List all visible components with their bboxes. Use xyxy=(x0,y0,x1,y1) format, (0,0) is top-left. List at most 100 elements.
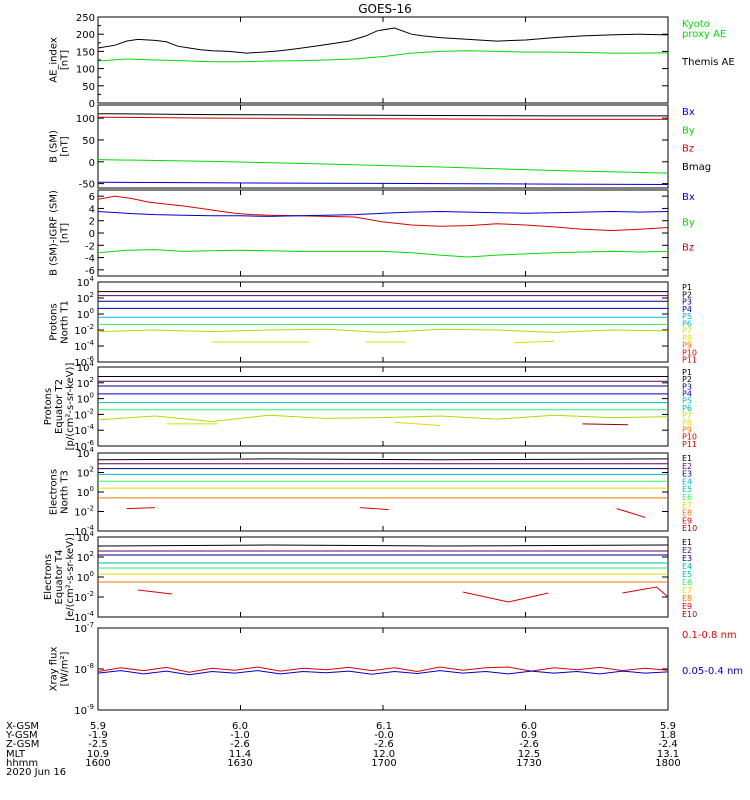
legend-entry: 0.05-0.4 nm xyxy=(682,666,743,677)
legend-entry: P3 xyxy=(682,382,692,391)
series-e9a xyxy=(126,507,156,510)
series-0-1-0-8-nm xyxy=(97,666,669,673)
y-tick-label: 50 xyxy=(82,136,95,147)
y-axis-label: B (SM) xyxy=(49,130,60,163)
y-axis-label: [p/(cm²-s-sr-keV)] xyxy=(65,363,76,451)
plot-title: GOES-16 xyxy=(358,2,412,16)
y-tick-label: 150 xyxy=(76,47,95,58)
y-axis-label: Equator T4 xyxy=(54,550,65,605)
y-tick-label: 10-2 xyxy=(74,505,94,519)
x-axis-value: -2.5 xyxy=(88,739,108,750)
y-axis-label: [nT] xyxy=(60,223,71,243)
legend-entry: Kyoto xyxy=(682,19,710,30)
y-axis-label: Equator T2 xyxy=(54,379,65,434)
legend-entry: P11 xyxy=(682,440,697,449)
legend-entry: P6 xyxy=(682,404,692,413)
legend-entry: By xyxy=(682,125,695,136)
y-tick-label: 104 xyxy=(77,530,95,544)
series-e1 xyxy=(97,544,669,547)
y-axis-label: [W/m²] xyxy=(60,651,71,686)
panel-frame xyxy=(97,189,669,277)
y-axis-label: North T3 xyxy=(60,470,71,514)
legend-entry: E6 xyxy=(682,578,692,587)
legend-entry: P5 xyxy=(682,312,692,321)
x-axis-value: 1700 xyxy=(371,758,396,769)
y-tick-label: 104 xyxy=(77,446,95,460)
series-e9b xyxy=(360,507,389,511)
legend-entry: E3 xyxy=(682,554,692,563)
x-axis-value: 5.9 xyxy=(660,721,676,732)
x-axis-value: -1.9 xyxy=(88,730,108,741)
y-tick-label: 102 xyxy=(77,550,94,564)
legend-entry: P2 xyxy=(682,375,692,384)
panel-frame xyxy=(97,452,669,532)
series-by xyxy=(97,159,669,174)
legend-entry: E3 xyxy=(682,470,692,479)
legend-entry: E1 xyxy=(682,538,692,547)
x-axis-row-label: MLT xyxy=(6,749,26,760)
legend-entry: Bz xyxy=(682,144,694,155)
legend-entry: P1 xyxy=(682,283,692,292)
series-by xyxy=(97,249,669,258)
legend-entry: P7 xyxy=(682,411,692,420)
y-axis-label: Protons xyxy=(49,303,60,340)
y-tick-label: 10-4 xyxy=(74,339,94,353)
y-axis-label: Xray flux xyxy=(49,647,60,692)
x-axis-value: -2.6 xyxy=(230,739,250,750)
legend-entry: proxy AE xyxy=(682,29,726,40)
series-p7 xyxy=(97,414,669,423)
series-bx xyxy=(97,181,669,185)
y-axis-label: [e/(cm²-s-sr-keV)] xyxy=(65,533,76,621)
y-tick-label: 4 xyxy=(89,204,95,215)
y-tick-label: 100 xyxy=(76,65,95,76)
y-tick-label: 50 xyxy=(82,82,95,93)
y-tick-label: 102 xyxy=(77,376,94,390)
legend-entry: P1 xyxy=(682,368,692,377)
series-themis-ae xyxy=(97,27,669,54)
panel-8: 10-9 10-8 10-7 Xray flux [W/m²] 0.1-0.8 nm 0.0… xyxy=(49,621,744,717)
legend-entry: E4 xyxy=(682,562,692,571)
x-axis-value: 1630 xyxy=(227,758,252,769)
legend-entry: Bmag xyxy=(682,162,711,173)
x-axis-value: -1.0 xyxy=(230,730,250,741)
y-tick-label: 0 xyxy=(89,158,95,169)
series-bz xyxy=(97,116,668,120)
x-axis-value: 12.5 xyxy=(518,749,540,760)
y-tick-label: 100 xyxy=(76,114,95,125)
y-tick-label: 10-2 xyxy=(74,323,94,337)
series-p10 xyxy=(582,423,629,426)
series-p8c xyxy=(514,340,555,344)
x-axis-value: 0.9 xyxy=(521,730,537,741)
y-axis-label: Electrons xyxy=(43,554,54,600)
y-tick-label: -50 xyxy=(79,180,95,191)
y-axis-label: [nT] xyxy=(60,50,71,70)
x-axis-row-label: hhmm xyxy=(6,758,38,769)
x-axis-value: 13.1 xyxy=(657,749,679,760)
x-axis-value: 1730 xyxy=(516,758,541,769)
y-tick-label: 10-4 xyxy=(74,423,94,437)
series-e1 xyxy=(97,458,669,461)
x-axis-value: 1.8 xyxy=(660,730,676,741)
legend-entry: E9 xyxy=(682,516,692,525)
y-tick-label: -4 xyxy=(85,254,95,265)
series-e9b xyxy=(462,591,549,603)
legend-entry: E7 xyxy=(682,501,692,510)
y-tick-label: 10-8 xyxy=(74,662,94,676)
legend-entry: P2 xyxy=(682,290,692,299)
y-tick-label: 102 xyxy=(77,291,94,305)
x-axis-value: -2.6 xyxy=(519,739,539,750)
panel-frame xyxy=(97,366,669,447)
legend-entry: Bx xyxy=(682,192,695,203)
y-tick-label: -2 xyxy=(85,241,95,252)
x-axis-value: 1600 xyxy=(85,758,110,769)
y-tick-label: 104 xyxy=(77,360,95,374)
x-axis-value: -2.4 xyxy=(658,739,678,750)
legend-entry: E7 xyxy=(682,586,692,595)
series-0-05-0-4-nm xyxy=(97,670,669,676)
series-kyoto-proxy-ae xyxy=(97,50,669,63)
